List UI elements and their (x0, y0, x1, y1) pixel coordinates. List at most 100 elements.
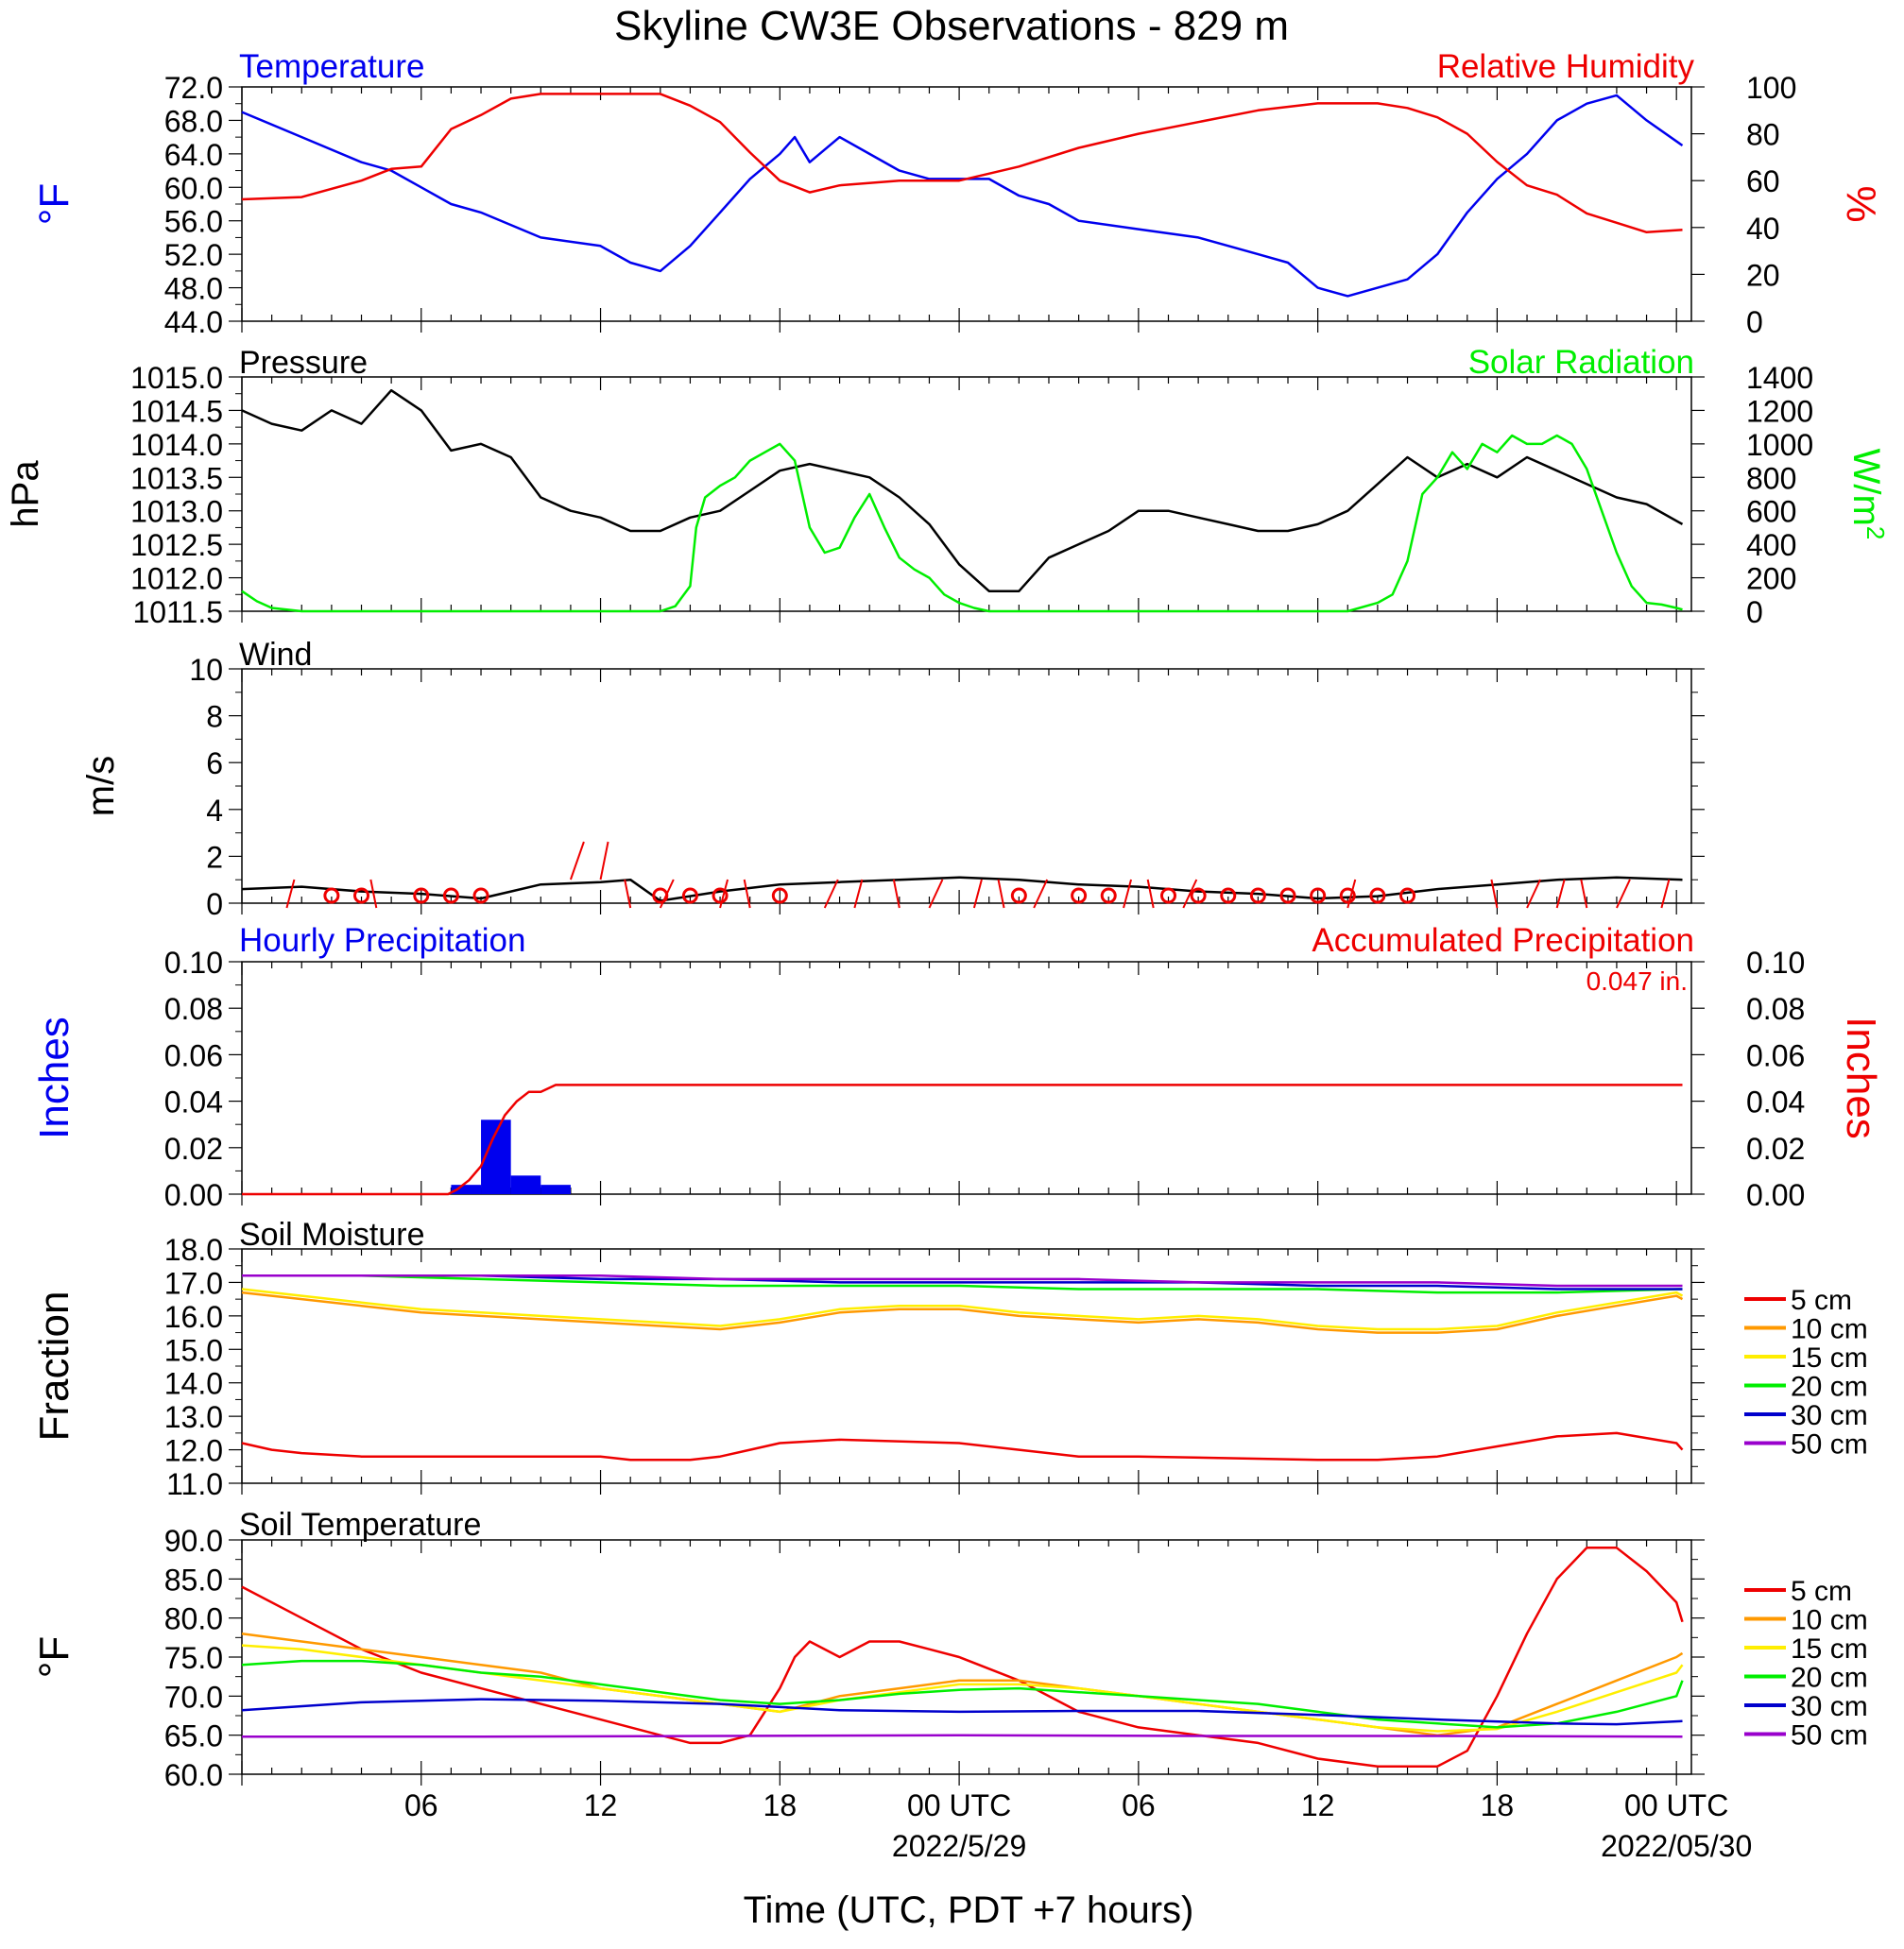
precip-frame (241, 961, 1692, 1195)
temp_rh-ytick-label: 44.0 (164, 305, 223, 339)
wind-calm-marker (1249, 887, 1266, 904)
soil_temp-ytick-label: 85.0 (164, 1563, 223, 1597)
wind-unit: m/s (80, 756, 122, 816)
precip-right-unit: Inches (1838, 1017, 1884, 1139)
temp_rh-temperature-series (241, 94, 1684, 298)
temp_rh-ytick-right-label: 60 (1746, 164, 1780, 198)
wind-calm-marker (1010, 887, 1027, 904)
hourly-precip-bar (510, 1175, 541, 1194)
soil_temp-ytick-label: 65.0 (164, 1719, 223, 1753)
soil_moisture-20-cm-series (242, 1274, 1683, 1294)
wind-barb (369, 879, 378, 909)
wind-barb (1490, 879, 1499, 909)
pressure-ytick-right-label: 600 (1746, 495, 1796, 529)
soil_moisture-ytick-label: 17.0 (164, 1266, 223, 1300)
temperature-title: Temperature (239, 48, 424, 85)
temp_rh-ytick-label: 56.0 (164, 205, 223, 239)
pressure-ytick-right-label: 200 (1746, 562, 1796, 596)
soil_moisture-ytick-label: 12.0 (164, 1434, 223, 1468)
pressure-title: Pressure (239, 345, 368, 381)
x-tick-label: 06 (404, 1788, 438, 1822)
soil_temp-20-cm-series (241, 1659, 1684, 1729)
soil-temp-legend-label: 20 cm (1791, 1663, 1868, 1694)
precip-ytick-label: 0.10 (164, 946, 223, 980)
soil-moisture-legend-label: 30 cm (1791, 1400, 1868, 1431)
soil_temp-ytick-label: 70.0 (164, 1680, 223, 1714)
wind-barb (1146, 879, 1155, 909)
wind-calm-marker (1100, 887, 1117, 904)
temp_rh-ytick-label: 72.0 (164, 71, 223, 105)
wind-ytick-label: 8 (206, 700, 223, 734)
wind-title: Wind (239, 637, 312, 673)
pressure-ytick-right-label: 800 (1746, 461, 1796, 495)
pressure-ytick-label: 1012.0 (130, 562, 223, 596)
soil_moisture-ytick-label: 15.0 (164, 1333, 223, 1367)
hourly-precip-bar (540, 1185, 571, 1194)
temp_rh-ytick-right-label: 20 (1746, 258, 1780, 292)
pressure-ytick-label: 1015.0 (130, 361, 223, 395)
precip-ytick-right-label: 0.08 (1746, 992, 1805, 1026)
wind-calm-marker (413, 887, 430, 904)
soil_moisture-ytick-label: 13.0 (164, 1400, 223, 1434)
solar-unit-superscript: 2 (1861, 526, 1890, 539)
temperature-unit: °F (31, 183, 77, 225)
soil-temp-unit: °F (31, 1636, 77, 1678)
temp_rh-ytick-label: 52.0 (164, 238, 223, 272)
wind-calm-marker (1339, 887, 1356, 904)
wind-calm-marker (1369, 887, 1386, 904)
precip-left-unit: Inches (31, 1017, 77, 1139)
soil-temp-legend-label: 10 cm (1791, 1605, 1868, 1636)
wind-ytick-label: 2 (206, 840, 223, 874)
wind-ytick-label: 0 (206, 887, 223, 921)
wind-barb (853, 879, 864, 909)
precip-ytick-right-label: 0.10 (1746, 946, 1805, 980)
wind-barb (1580, 879, 1588, 909)
pressure-ytick-label: 1014.0 (130, 428, 223, 462)
precip-total-label: 0.047 in. (1587, 966, 1688, 996)
hourly-precip-bar (451, 1185, 482, 1194)
soil-moisture-legend-label: 50 cm (1791, 1429, 1868, 1461)
wind-barb (928, 879, 944, 909)
soil_temp-ytick-label: 75.0 (164, 1641, 223, 1675)
soil-moisture-title: Soil Moisture (239, 1217, 425, 1253)
wind-calm-marker (1159, 887, 1176, 904)
precip-ytick-label: 0.08 (164, 992, 223, 1026)
soil_moisture-ytick-label: 18.0 (164, 1233, 223, 1267)
temp_rh-ytick-label: 48.0 (164, 272, 223, 306)
pressure-ytick-label: 1013.0 (130, 495, 223, 529)
precip-ytick-right-label: 0.04 (1746, 1086, 1805, 1120)
wind-barb (1526, 879, 1541, 909)
pressure-ytick-right-label: 0 (1746, 595, 1763, 629)
rh-title: Relative Humidity (1437, 48, 1695, 85)
pressure-ytick-right-label: 1200 (1746, 394, 1813, 428)
wind-calm-marker (472, 887, 489, 904)
x-date-label: 2022/05/30 (1601, 1829, 1752, 1863)
pressure-frame (241, 376, 1692, 612)
x-tick-label: 12 (1301, 1788, 1335, 1822)
temp_rh-ytick-right-label: 80 (1746, 118, 1780, 152)
soil_temp-30-cm-series (241, 1698, 1683, 1726)
temp_rh-ytick-label: 68.0 (164, 104, 223, 138)
soil_moisture-ytick-label: 16.0 (164, 1300, 223, 1334)
wind-barb (972, 879, 983, 909)
soil_moisture-50-cm-series (242, 1274, 1683, 1288)
x-axis-label: Time (UTC, PDT +7 hours) (744, 1889, 1194, 1931)
wind-ytick-label: 10 (189, 653, 223, 687)
soil-temp-legend-label: 30 cm (1791, 1691, 1868, 1722)
pressure-pressure-series (241, 388, 1684, 592)
soil-moisture-legend-label: 20 cm (1791, 1372, 1868, 1403)
accum-precip-title: Accumulated Precipitation (1312, 922, 1694, 959)
x-date-label: 2022/5/29 (892, 1829, 1026, 1863)
pressure-ytick-right-label: 1000 (1746, 428, 1813, 462)
x-tick-label: 18 (763, 1788, 798, 1822)
x-tick-label: 06 (1122, 1788, 1156, 1822)
pressure-ytick-label: 1011.5 (133, 595, 224, 629)
soil_moisture-5-cm-series (241, 1431, 1684, 1462)
soil_temp-ytick-label: 60.0 (164, 1758, 223, 1792)
wind-barb (1033, 879, 1049, 909)
temp_rh-ytick-right-label: 100 (1746, 71, 1796, 105)
precip-ytick-right-label: 0.00 (1746, 1178, 1805, 1212)
wind-barb (1660, 879, 1671, 909)
soil_moisture-15-cm-series (241, 1288, 1684, 1331)
soil-temp-legend-label: 50 cm (1791, 1720, 1868, 1752)
